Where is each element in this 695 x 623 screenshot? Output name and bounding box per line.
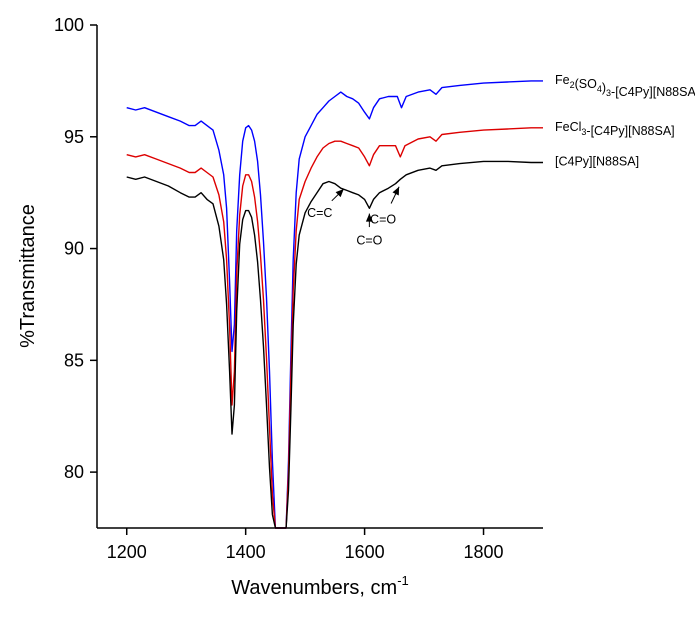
annotation-arrowhead [335,188,344,198]
x-tick-label: 1200 [107,542,147,562]
annotation-label: C=O [370,213,396,227]
series-layer [126,80,543,529]
annotation-label: C=O [356,234,382,248]
y-tick-label: 80 [64,462,84,482]
series-label-2: [C4Py][N88SA] [555,154,639,168]
series-line-2 [126,160,543,529]
series-label-1: FeCl3-[C4Py][N88SA] [555,120,675,138]
series-line-1 [126,127,543,529]
annotations-layer: C=C C=O C=O [307,186,400,248]
y-axis-title: %Transmittance [17,204,39,348]
y-tick-label: 95 [64,127,84,147]
y-tick-label: 100 [54,15,84,35]
axes-layer [96,25,543,529]
x-axis-title: Wavenumbers, cm-1 [231,573,409,599]
x-tick-label: 1800 [464,542,504,562]
y-tick-label: 85 [64,350,84,370]
x-axis-title-superscript: -1 [397,573,409,588]
x-tick-label: 1400 [226,542,266,562]
annotation-label: C=C [307,206,332,220]
annotation-arrowhead [365,213,373,222]
x-axis-title-main: Wavenumbers, cm [231,577,397,599]
series-labels-layer: Fe2(SO4)3-[C4Py][N88SA] FeCl3-[C4Py][N88S… [555,73,695,169]
series-line-0 [126,80,543,529]
y-tick-label: 90 [64,239,84,259]
x-tick-label: 1600 [345,542,385,562]
annotation-arrowhead [392,186,400,196]
ticks-layer: 1200 1400 1600 1800 80 85 90 95 100 [54,15,504,562]
series-label-0: Fe2(SO4)3-[C4Py][N88SA] [555,73,695,99]
